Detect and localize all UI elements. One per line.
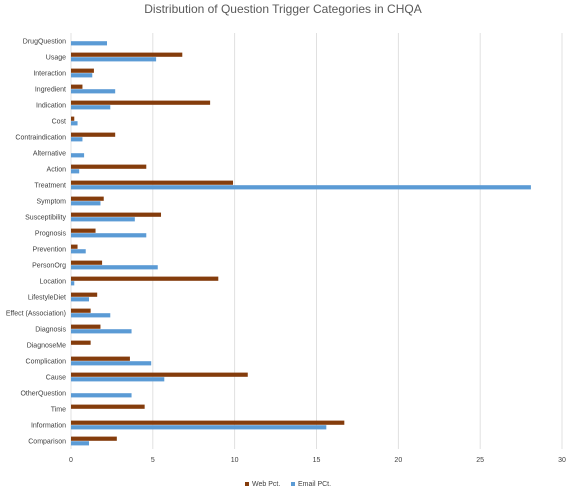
bar-web-pct [71, 52, 183, 57]
bar-web-pct [71, 164, 147, 169]
bar-web-pct [71, 116, 75, 121]
legend-swatch-web [245, 482, 249, 486]
bar-email-pct [71, 249, 86, 254]
bar-email-pct [71, 121, 78, 126]
legend-swatch-email [291, 482, 295, 486]
category-label: Usage [46, 55, 66, 62]
x-tick-label: 0 [69, 457, 73, 464]
gridlines [70, 33, 563, 449]
bar-email-pct [71, 233, 147, 238]
category-label: Cause [46, 375, 66, 382]
bar-email-pct [71, 137, 83, 142]
bar-web-pct [71, 356, 130, 361]
category-label: Alternative [33, 151, 66, 158]
bar-email-pct [71, 313, 111, 318]
category-label: OtherQuestion [20, 391, 66, 398]
x-tick-label: 20 [394, 457, 402, 464]
bar-web-pct [71, 180, 234, 185]
bar-email-pct [71, 153, 85, 158]
category-label: DrugQuestion [23, 39, 66, 46]
bar-web-pct [71, 420, 345, 425]
category-label: Ingredient [35, 87, 66, 94]
bar-web-pct [71, 372, 248, 377]
bar-web-pct [71, 276, 219, 281]
x-tick-label: 5 [151, 457, 155, 464]
legend-label-web: Web Pct. [252, 481, 280, 488]
category-label: Time [51, 407, 66, 414]
bar-web-pct [71, 404, 145, 409]
category-label: Treatment [34, 183, 66, 190]
legend: Web Pct. Email PCt. [245, 481, 331, 488]
category-label: Effect (Association) [6, 311, 66, 318]
bar-web-pct [71, 228, 96, 233]
bar-email-pct [71, 105, 111, 110]
bar-email-pct [71, 265, 158, 270]
bar-web-pct [71, 132, 116, 137]
bar-email-pct [71, 89, 116, 94]
bar-web-pct [71, 436, 117, 441]
category-label: Comparison [28, 439, 66, 446]
bar-email-pct [71, 297, 90, 302]
category-label: Diagnosis [35, 327, 66, 334]
category-label: PersonOrg [32, 263, 66, 270]
category-labels: DrugQuestion Usage Interaction Ingredient In… [6, 39, 67, 446]
bar-web-pct [71, 68, 94, 73]
bar-email-pct [71, 377, 165, 382]
bar-email-pct [71, 361, 152, 366]
category-label: LifestyleDiet [28, 295, 66, 302]
bar-email-pct [71, 57, 157, 62]
bars [71, 41, 531, 446]
bar-web-pct [71, 292, 98, 297]
bar-web-pct [71, 244, 78, 249]
bar-email-pct [71, 41, 108, 46]
bar-email-pct [71, 425, 327, 430]
category-label: Location [40, 279, 67, 286]
category-label: Interaction [33, 71, 66, 78]
category-label: Prevention [33, 247, 67, 254]
bar-web-pct [71, 308, 91, 313]
bar-web-pct [71, 324, 101, 329]
bar-email-pct [71, 393, 132, 398]
bar-email-pct [71, 441, 90, 446]
bar-email-pct [71, 329, 132, 334]
bar-email-pct [71, 281, 75, 286]
bar-email-pct [71, 201, 101, 206]
bar-web-pct [71, 100, 211, 105]
category-label: Information [31, 423, 66, 430]
x-tick-label: 15 [313, 457, 321, 464]
category-label: Indication [36, 103, 66, 110]
bar-email-pct [71, 73, 93, 78]
category-label: Susceptibility [25, 215, 66, 222]
chart-title: Distribution of Question Trigger Categor… [144, 2, 421, 16]
bar-web-pct [71, 260, 103, 265]
bar-email-pct [71, 169, 80, 174]
bar-web-pct [71, 212, 162, 217]
category-label: Action [47, 167, 67, 174]
bar-email-pct [71, 185, 531, 190]
legend-label-email: Email PCt. [298, 481, 331, 488]
x-tick-label: 25 [476, 457, 484, 464]
bar-web-pct [71, 84, 83, 89]
x-tick-labels: 0 5 10 15 20 25 30 [69, 457, 566, 464]
category-label: Contraindication [15, 135, 66, 142]
bar-email-pct [71, 217, 135, 222]
category-label: Cost [52, 119, 66, 126]
category-label: DiagnoseMe [27, 343, 66, 350]
x-tick-label: 30 [558, 457, 566, 464]
category-label: Complication [26, 359, 67, 366]
category-label: Prognosis [35, 231, 67, 238]
bar-web-pct [71, 196, 104, 201]
bar-web-pct [71, 340, 91, 345]
category-label: Symptom [36, 199, 66, 206]
x-tick-label: 10 [231, 457, 239, 464]
